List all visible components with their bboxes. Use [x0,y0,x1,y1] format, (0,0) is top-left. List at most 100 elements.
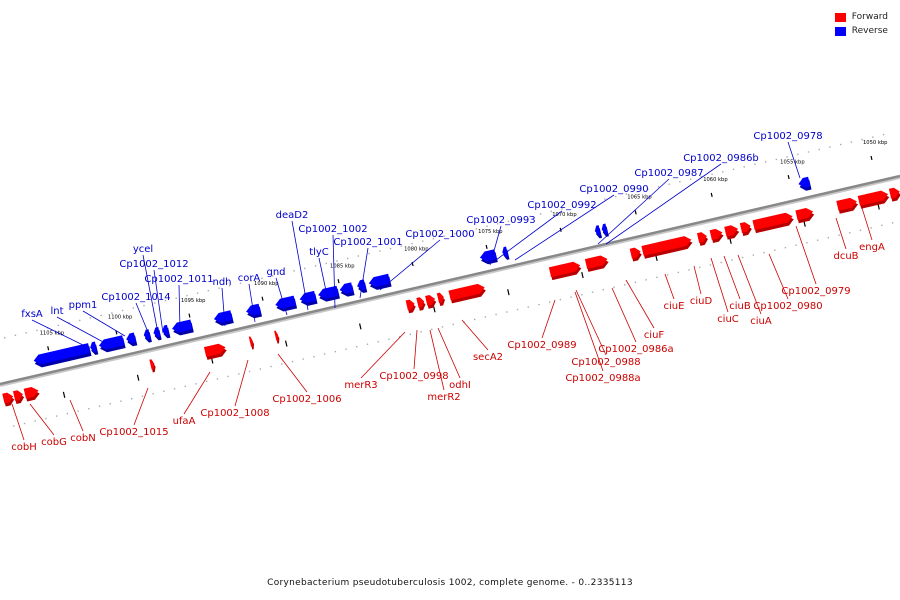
reverse-gene[interactable] [275,295,296,309]
gene-label[interactable]: cobN [70,433,95,444]
gene-label[interactable]: engA [859,242,885,253]
reverse-gene[interactable] [213,310,233,323]
gene-label[interactable]: ufaA [173,416,196,427]
reverse-gene[interactable] [143,329,151,340]
gene-label[interactable]: Cp1002_1015 [99,427,168,438]
forward-gene[interactable] [12,390,23,402]
gene-label[interactable]: Cp1002_0993 [466,215,535,226]
gene-label[interactable]: Cp1002_0988 [571,357,640,368]
gene-label[interactable]: cobH [11,442,36,453]
gene-label[interactable]: odhI [449,380,471,391]
gene-label[interactable]: Cp1002_0992 [527,200,596,211]
gene-label[interactable]: ciuE [664,301,685,312]
reverse-gene[interactable] [299,290,317,303]
gene-label[interactable]: ppm1 [69,300,98,311]
forward-gene[interactable] [248,336,253,347]
gene-label[interactable]: ciuC [717,314,739,325]
reverse-gene[interactable] [339,282,354,294]
reverse-gene[interactable] [318,285,339,299]
gene-label[interactable]: deaD2 [276,210,309,221]
gene-label[interactable]: Cp1002_0990 [579,184,648,195]
reverse-gene[interactable] [798,176,811,188]
forward-gene[interactable] [857,190,889,206]
gene-label[interactable]: ciuF [644,330,665,341]
reverse-gene[interactable] [601,223,608,234]
reverse-gene[interactable] [90,341,98,352]
forward-gene[interactable] [795,207,814,221]
gene-label[interactable]: ciuA [750,316,772,327]
gene-label[interactable]: merR3 [344,380,377,391]
forward-gene[interactable] [888,187,900,199]
gene-label[interactable]: dcuB [833,251,858,262]
gene-label[interactable]: Cp1002_1012 [119,259,188,270]
gene-label[interactable]: Cp1002_0987 [634,168,703,179]
gene-label[interactable]: tlyC [309,247,329,258]
gene-label[interactable]: Cp1002_0980 [753,301,822,312]
gene-label[interactable]: Cp1002_1001 [333,237,402,248]
axis-tick [115,330,118,335]
forward-gene[interactable] [836,197,857,211]
genome-axis [0,174,900,387]
gene-label[interactable]: merR2 [427,392,460,403]
gene-label[interactable]: Cp1002_0988a [565,373,640,384]
gene-label[interactable]: ciuB [729,301,751,312]
guide-dot [838,234,840,236]
gene-label[interactable]: lnt [50,306,63,317]
gene-label[interactable]: Cp1002_1000 [405,229,474,240]
reverse-gene[interactable] [594,225,601,236]
forward-gene[interactable] [629,247,641,259]
guide-dot [539,213,542,215]
reverse-gene[interactable] [368,273,391,287]
gene-label[interactable]: Cp1002_0998 [379,371,448,382]
forward-gene[interactable] [752,212,793,231]
gene-label[interactable]: Cp1002_0986a [598,344,673,355]
forward-gene[interactable] [709,228,723,241]
gene-label[interactable]: Cp1002_1011 [144,274,213,285]
reverse-gene[interactable] [162,324,170,336]
forward-gene[interactable] [436,292,444,304]
forward-gene[interactable] [405,299,415,311]
reverse-gene[interactable] [126,332,137,344]
gene-label[interactable]: Cp1002_0979 [781,286,850,297]
reverse-gene[interactable] [246,303,261,316]
gene-label[interactable]: secA2 [473,352,503,363]
reverse-gene[interactable] [98,335,125,350]
gene-label[interactable]: ycel [133,244,153,255]
forward-gene[interactable] [416,297,425,308]
gene-label[interactable]: gnd [266,267,285,278]
gene-label[interactable]: Cp1002_0986b [683,153,759,164]
gene-label[interactable]: fxsA [21,309,43,320]
gene-label[interactable]: Cp1002_1014 [101,292,170,303]
forward-gene[interactable] [448,283,485,301]
forward-gene[interactable] [274,330,279,341]
reverse-gene[interactable] [153,326,161,338]
guide-dot [400,245,402,247]
forward-gene[interactable] [2,392,14,404]
gene-label[interactable]: ndh [212,277,231,288]
guide-dot [132,307,135,309]
gene-label[interactable]: ciuD [690,296,713,307]
gene-label[interactable]: Cp1002_0989 [507,340,576,351]
legend: Forward Reverse [834,10,888,38]
forward-gene[interactable] [548,261,581,278]
forward-gene[interactable] [641,236,692,256]
forward-gene[interactable] [724,225,739,237]
gene-label[interactable]: Cp1002_1002 [298,224,367,235]
reverse-gene[interactable] [479,249,497,262]
forward-gene[interactable] [739,222,751,234]
forward-gene[interactable] [584,255,608,269]
reverse-gene[interactable] [357,279,367,291]
forward-gene[interactable] [696,232,707,243]
forward-gene[interactable] [23,386,39,399]
forward-gene[interactable] [425,295,436,306]
forward-gene[interactable] [149,359,155,370]
gene-label[interactable]: cobG [41,437,67,448]
forward-gene[interactable] [203,343,226,357]
leader-line [861,207,873,241]
gene-label[interactable]: Cp1002_0978 [753,131,822,142]
reverse-gene[interactable] [33,343,91,365]
gene-label[interactable]: corA [238,273,261,284]
gene-label[interactable]: Cp1002_1008 [200,408,269,419]
reverse-gene[interactable] [171,319,193,333]
gene-label[interactable]: Cp1002_1006 [272,394,341,405]
